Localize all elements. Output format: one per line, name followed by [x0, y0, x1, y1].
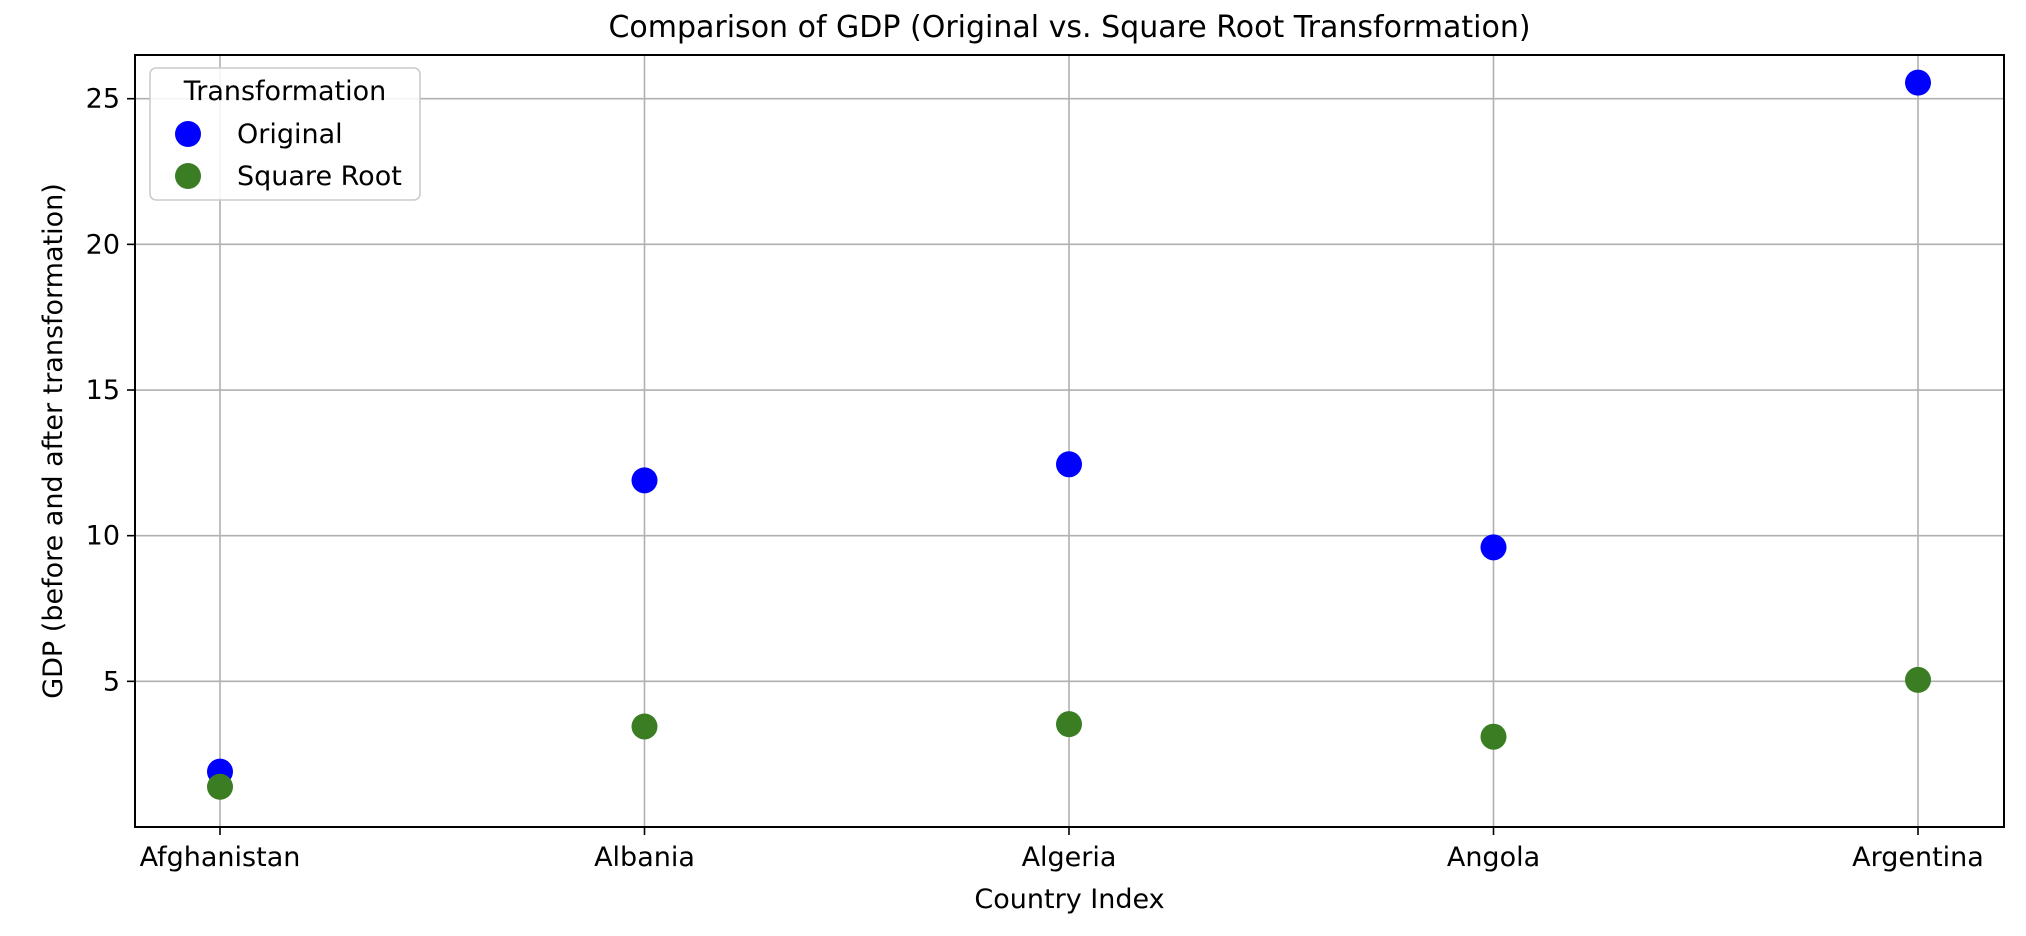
point-original	[631, 467, 658, 494]
legend-label: Square Root	[237, 161, 402, 192]
y-tick-label: 20	[86, 229, 120, 260]
legend-marker	[175, 163, 201, 189]
legend-label: Original	[237, 119, 343, 150]
x-tick-label: Angola	[1447, 842, 1540, 873]
point-original	[1056, 451, 1082, 478]
point-original	[1480, 534, 1507, 561]
legend-box	[149, 67, 421, 201]
y-tick-label: 5	[103, 666, 120, 697]
legend-marker	[175, 121, 201, 147]
data-points	[207, 69, 1931, 800]
y-tick-label: 25	[86, 84, 120, 115]
x-tick-label: Albania	[594, 842, 695, 873]
grid	[135, 55, 2004, 827]
x-tick-label: Afghanistan	[140, 842, 301, 873]
x-tick-label: Argentina	[1852, 842, 1984, 873]
y-tick-label: 10	[86, 521, 120, 552]
point-square-root	[1056, 711, 1082, 738]
y-tick-label: 15	[86, 375, 120, 406]
point-original	[1905, 69, 1931, 96]
point-square-root	[207, 773, 233, 800]
point-square-root	[1905, 666, 1931, 693]
point-square-root	[1480, 723, 1507, 750]
x-axis-label: Country Index	[974, 884, 1164, 915]
axes: Afghanistan Albania Algeria Angola Argentina…	[86, 54, 2005, 873]
legend: Transformation Original Square Root	[149, 67, 421, 201]
x-tick-label: Algeria	[1022, 842, 1117, 873]
chart-title: Comparison of GDP (Original vs. Square R…	[608, 10, 1530, 45]
point-square-root	[631, 713, 658, 740]
y-axis-label: GDP (before and after transformation)	[38, 183, 69, 699]
legend-title: Transformation	[183, 76, 387, 107]
plot-frame	[134, 54, 2005, 828]
